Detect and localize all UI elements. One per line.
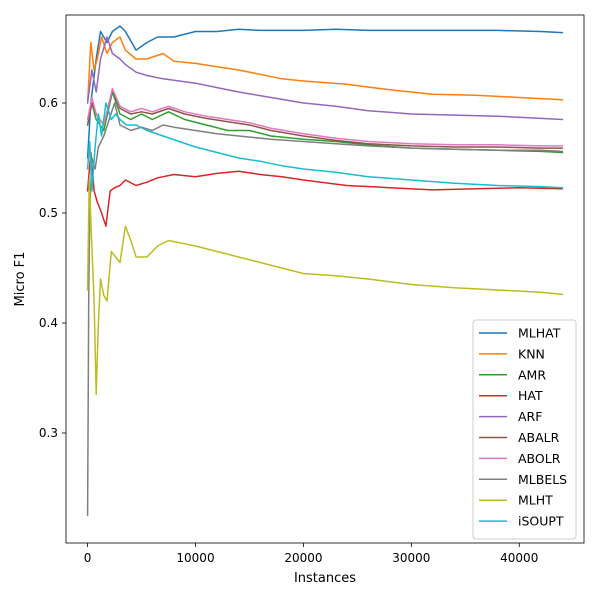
- series-lines: [86, 25, 564, 517]
- y-tick-label: 0.3: [39, 426, 58, 440]
- legend-label-mlhat: MLHAT: [518, 326, 561, 341]
- legend-label-mlbels: MLBELS: [518, 472, 567, 487]
- series-line-arf: [86, 36, 564, 121]
- x-tick-label: 40000: [500, 551, 538, 565]
- legend-label-knn: KNN: [518, 346, 545, 361]
- series-line-isoupt: [86, 102, 564, 192]
- series-line-abolr: [86, 87, 564, 147]
- y-tick-label: 0.5: [39, 206, 58, 220]
- axes-frame: [65, 14, 585, 544]
- legend-label-amr: AMR: [518, 367, 546, 382]
- axes: 0 10000 20000 30000 40000 0.3 0.4 0.5 0.6: [39, 14, 585, 565]
- legend-label-abalr: ABALR: [518, 430, 560, 445]
- y-tick-label: 0.6: [39, 96, 58, 110]
- x-tick-label: 0: [84, 551, 92, 565]
- x-tick-label: 20000: [284, 551, 322, 565]
- x-tick-label: 30000: [392, 551, 430, 565]
- series-line-hat: [86, 151, 564, 227]
- legend-label-abolr: ABOLR: [518, 451, 561, 466]
- series-line-mlbels: [86, 102, 564, 517]
- plot-area: [86, 25, 564, 517]
- y-tick-label: 0.4: [39, 316, 58, 330]
- legend-label-mlht: MLHT: [518, 493, 553, 508]
- x-axis-label: Instances: [294, 571, 356, 586]
- legend-label-arf: ARF: [518, 409, 542, 424]
- y-axis-label: Micro F1: [13, 252, 28, 307]
- x-tick-label: 10000: [176, 551, 214, 565]
- legend: MLHAT KNN AMR HAT ARF ABALR ABOLR MLBELS MLHT iSO…: [472, 319, 577, 540]
- legend-label-isoupt: iSOUPT: [518, 514, 564, 529]
- series-line-knn: [86, 36, 564, 104]
- series-line-mlht: [86, 179, 564, 396]
- legend-label-hat: HAT: [518, 388, 543, 403]
